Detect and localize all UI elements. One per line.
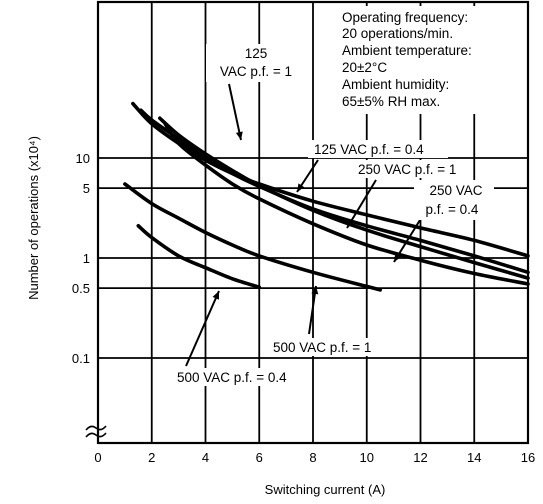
curve-s500_1 — [123, 182, 382, 292]
label-pointers — [185, 83, 421, 367]
conditions-annotation: Operating frequency: 20 operations/min. … — [336, 6, 506, 114]
x-tick-label: 16 — [521, 450, 535, 465]
ptr-250vac-pf1 — [346, 179, 377, 229]
pointer-arrowhead — [297, 183, 305, 192]
pointer-arrowhead — [394, 253, 402, 262]
label-125vac-pf04: 125 VAC p.f. = 0.4 — [308, 140, 448, 158]
x-tick-label: 2 — [148, 450, 155, 465]
curve-s125_1 — [131, 101, 530, 258]
x-tick-label: 8 — [309, 450, 316, 465]
label-500vac-pf1: 500 VAC p.f. = 1 — [268, 338, 406, 356]
curves — [123, 101, 530, 292]
x-tick-label: 6 — [256, 450, 263, 465]
label-500vac-pf1-text: 500 VAC p.f. = 1 — [273, 340, 371, 355]
conditions-line-2: 20 operations/min. — [342, 26, 453, 41]
pointer-arrowhead — [311, 286, 319, 295]
x-tick-label: 10 — [360, 450, 374, 465]
curve-s250_04 — [163, 122, 530, 286]
y-tick-label: 0.1 — [72, 351, 90, 366]
x-axis-title: Switching current (A) — [265, 482, 386, 497]
ptr-125vac-pf1 — [228, 83, 242, 141]
label-125vac-pf1: 125 VAC p.f. = 1 — [206, 44, 310, 82]
conditions-line-5: Ambient humidity: — [342, 77, 449, 92]
ptr-500vac-pf1 — [308, 285, 317, 335]
pointer-arrowhead — [212, 291, 219, 300]
pointer-arrowhead — [347, 219, 355, 228]
curve-s500_04 — [136, 224, 262, 289]
label-125vac-pf1-line1: 125 — [245, 46, 268, 61]
conditions-line-6: 65±5% RH max. — [342, 94, 440, 109]
ptr-500vac-pf04 — [185, 290, 220, 367]
label-500vac-pf04-text: 500 VAC p.f. = 0.4 — [177, 370, 287, 385]
label-125vac-pf1-line2: VAC p.f. = 1 — [220, 64, 292, 79]
conditions-line-4: 20±2°C — [342, 60, 387, 75]
label-250vac-pf1: 250 VAC p.f. = 1 — [354, 160, 472, 178]
conditions-line-1: Operating frequency: — [342, 10, 468, 25]
label-250vac-pf04-line2: p.f. = 0.4 — [426, 202, 479, 217]
x-tick-label: 14 — [467, 450, 481, 465]
label-250vac-pf04: 250 VAC p.f. = 0.4 — [414, 180, 494, 220]
conditions-line-3: Ambient temperature: — [342, 43, 472, 58]
label-250vac-pf1-text: 250 VAC p.f. = 1 — [358, 162, 456, 177]
x-tick-label: 4 — [202, 450, 209, 465]
curve-s250_1 — [158, 116, 530, 280]
axis-break-mark — [85, 425, 107, 438]
pointer-arrowhead — [235, 131, 243, 140]
y-axis-title: Number of operations (x10⁴) — [26, 136, 41, 300]
label-500vac-pf04: 500 VAC p.f. = 0.4 — [172, 368, 310, 386]
x-tick-label: 0 — [94, 450, 101, 465]
y-tick-label: 10 — [76, 151, 90, 166]
y-tick-label: 1 — [83, 251, 90, 266]
y-tick-label: 0.5 — [72, 281, 90, 296]
ptr-250vac-pf04 — [393, 219, 421, 263]
label-250vac-pf04-line1: 250 VAC — [429, 183, 482, 198]
label-125vac-pf04-text: 125 VAC p.f. = 0.4 — [314, 142, 424, 157]
tick-labels: 0 2 4 6 8 10 12 14 16 10 5 1 0.5 0.1 — [72, 151, 535, 465]
x-tick-label: 12 — [413, 450, 427, 465]
y-tick-label: 5 — [83, 181, 90, 196]
